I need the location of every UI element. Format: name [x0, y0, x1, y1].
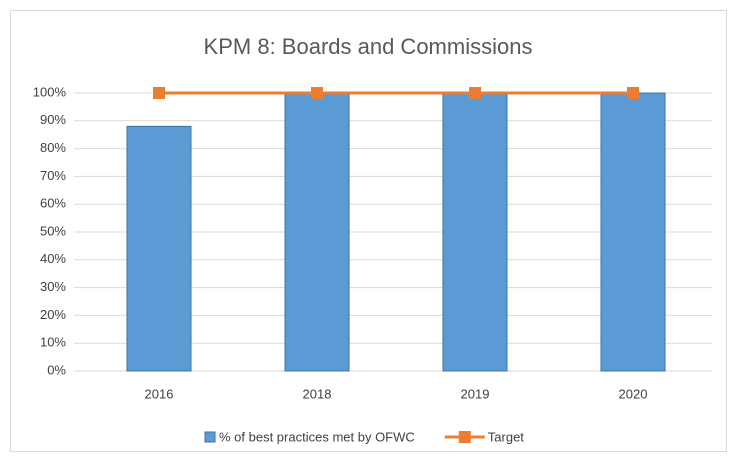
x-tick-label: 2020 [619, 386, 648, 401]
bar [442, 92, 508, 372]
x-tick-label: 2019 [461, 386, 490, 401]
legend-swatch [204, 431, 216, 443]
bar [284, 92, 350, 372]
x-tick-label: 2018 [303, 386, 332, 401]
bar [126, 125, 192, 372]
legend-swatch [458, 431, 471, 443]
marker [627, 87, 639, 99]
y-tick-label: 30% [40, 279, 66, 294]
y-tick-label: 40% [40, 251, 66, 266]
bar [600, 92, 666, 372]
y-tick-label: 100% [33, 84, 67, 99]
y-tick-label: 80% [40, 140, 66, 155]
y-tick-label: 20% [40, 307, 66, 322]
marker [311, 87, 323, 99]
marker [153, 87, 165, 99]
marker [469, 87, 481, 99]
y-tick-label: 10% [40, 335, 66, 350]
chart-title: KPM 8: Boards and Commissions [204, 34, 533, 59]
y-tick-label: 90% [40, 112, 66, 127]
legend-label: Target [488, 429, 525, 444]
y-tick-label: 50% [40, 223, 66, 238]
legend-label: % of best practices met by OFWC [219, 429, 415, 444]
x-tick-label: 2016 [145, 386, 174, 401]
y-tick-label: 60% [40, 196, 66, 211]
y-tick-label: 0% [47, 362, 66, 377]
y-tick-label: 70% [40, 168, 66, 183]
